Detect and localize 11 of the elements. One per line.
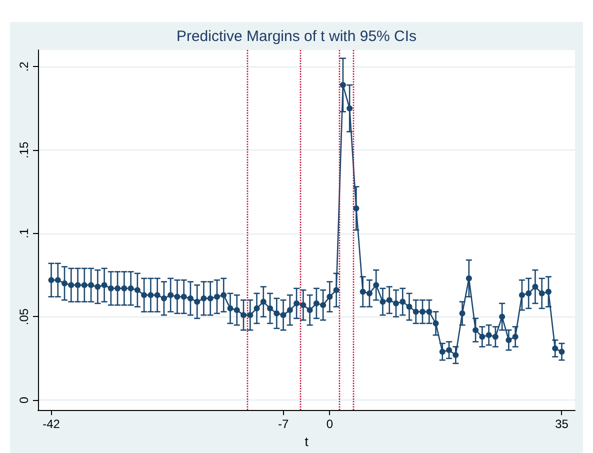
x-tick-label: 0 — [326, 417, 334, 432]
chart-title: Predictive Margins of t with 95% CIs — [176, 28, 417, 45]
y-tick-label: .1 — [17, 228, 31, 238]
y-tick-label: .15 — [17, 141, 31, 158]
y-tick-label: .05 — [17, 308, 31, 326]
x-axis-title: t — [304, 434, 309, 449]
x-tick-label: -42 — [42, 417, 60, 432]
y-tick-label: .2 — [17, 61, 31, 72]
x-tick-label: 35 — [555, 417, 569, 432]
x-tick-label: -7 — [278, 417, 289, 432]
y-tick-label: 0 — [17, 396, 31, 404]
